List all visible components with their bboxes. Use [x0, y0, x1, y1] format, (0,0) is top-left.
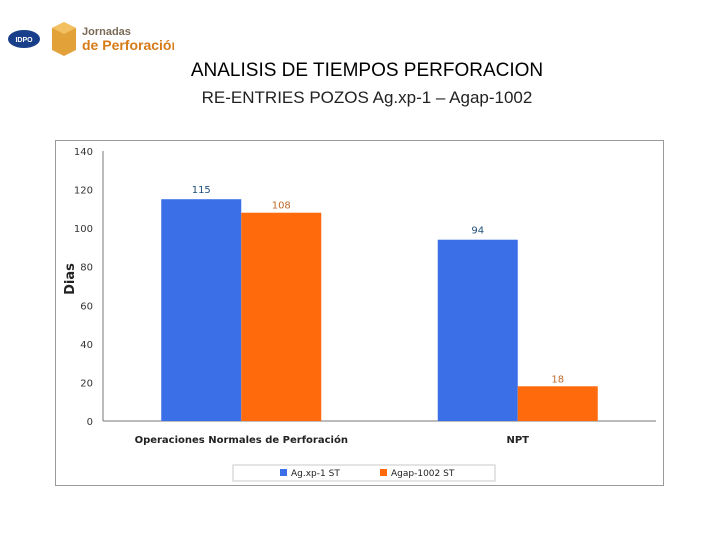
y-tick-label: 60 [80, 301, 93, 312]
y-tick-label: 0 [87, 417, 93, 428]
x-category-label: NPT [506, 435, 529, 446]
jornadas-logo-line1: Jornadas [82, 26, 131, 38]
legend: Ag.xp-1 ST Agap-1002 ST [232, 464, 496, 482]
header-logos: IDPO Jornadas de Perforación [8, 22, 174, 56]
legend-label: Ag.xp-1 ST [291, 469, 340, 479]
x-category-label: Operaciones Normales de Perforación [135, 434, 348, 446]
y-tick-label: 140 [74, 147, 93, 158]
jornadas-logo-line2: de Perforación [82, 37, 174, 53]
data-labels: 115 108 94 18 [192, 185, 564, 385]
y-tick-label: 20 [80, 378, 93, 389]
y-tick-label: 120 [74, 186, 93, 197]
bar [241, 212, 322, 421]
data-label: 108 [272, 201, 291, 212]
y-tick-label: 100 [74, 224, 93, 235]
chart-frame: Dias 0 20 40 60 80 100 120 140 115 108 94 18 Opera… [55, 140, 664, 486]
bar-chart: Dias 0 20 40 60 80 100 120 140 115 108 94 18 Opera… [63, 147, 656, 482]
y-axis-label: Dias [63, 263, 78, 295]
y-axis-ticks: 0 20 40 60 80 100 120 140 [74, 147, 656, 428]
idpo-logo: IDPO [8, 30, 40, 48]
jornadas-logo: Jornadas de Perforación [52, 22, 174, 56]
bar [437, 239, 518, 421]
legend-box [232, 464, 496, 482]
slide-subtitle: RE-ENTRIES POZOS Ag.xp-1 – Agap-1002 [201, 88, 533, 107]
bar [517, 386, 598, 421]
y-tick-label: 40 [80, 340, 93, 351]
y-tick-label: 80 [80, 263, 93, 274]
bar [161, 199, 242, 421]
data-label: 94 [471, 226, 484, 237]
data-label: 18 [551, 374, 564, 385]
data-label: 115 [192, 185, 211, 196]
slide-title: ANALISIS DE TIEMPOS PERFORACION [190, 60, 544, 81]
bars [161, 199, 598, 421]
legend-swatch [280, 469, 287, 476]
legend-label: Agap-1002 ST [391, 469, 455, 479]
legend-swatch [380, 469, 387, 476]
idpo-logo-text: IDPO [15, 37, 33, 44]
category-labels: Operaciones Normales de Perforación NPT [135, 434, 530, 446]
